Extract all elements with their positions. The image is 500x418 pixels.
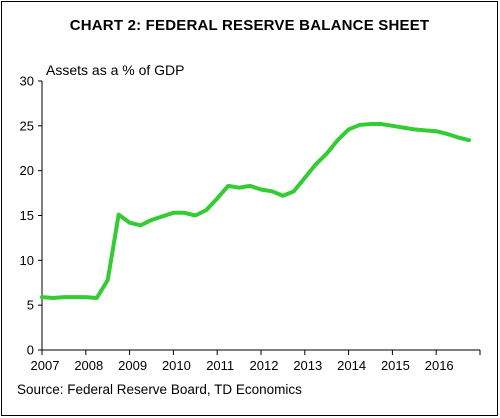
y-tick-label: 0 <box>27 343 34 358</box>
x-tick-label: 2015 <box>381 358 410 373</box>
x-tick-label: 2007 <box>31 358 60 373</box>
plot-area: 0 5 10 15 20 25 30 2007 2008 2009 2010 2011 2012 2013… <box>20 74 481 373</box>
y-tick-label: 20 <box>20 163 34 178</box>
y-tick-label: 30 <box>20 74 34 89</box>
source-note: Source: Federal Reserve Board, TD Econom… <box>17 382 302 397</box>
y-tick-label: 15 <box>20 208 34 223</box>
x-tick-label: 2008 <box>74 358 103 373</box>
x-tick-label: 2011 <box>206 358 234 373</box>
x-tick-label: 2014 <box>337 358 366 373</box>
x-tick-label: 2010 <box>162 358 191 373</box>
y-axis-label: Assets as a % of GDP <box>46 62 185 78</box>
x-tick-label: 2009 <box>118 358 147 373</box>
chart-title: CHART 2: FEDERAL RESERVE BALANCE SHEET <box>69 17 430 34</box>
y-tick-label: 10 <box>20 253 34 268</box>
x-tick-label: 2013 <box>293 358 322 373</box>
y-tick-label: 25 <box>20 118 34 133</box>
x-tick-label: 2012 <box>250 358 279 373</box>
series-line <box>40 122 472 300</box>
y-tick-label: 5 <box>27 298 34 313</box>
x-tick-label: 2016 <box>425 358 454 373</box>
